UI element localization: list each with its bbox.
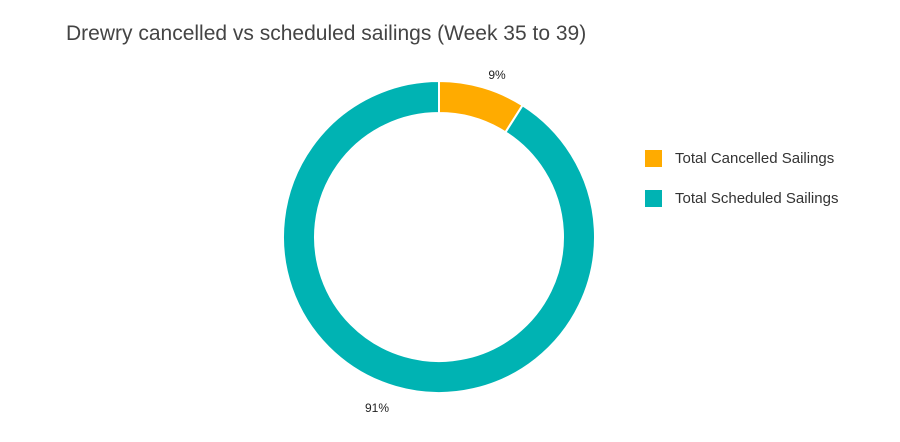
legend-swatch-scheduled [645,189,662,207]
chart-title: Drewry cancelled vs scheduled sailings (… [66,22,587,45]
legend-label-scheduled: Total Scheduled Sailings [675,189,839,207]
donut-slice-scheduled[interactable] [282,79,596,394]
legend-item-cancelled[interactable]: Total Cancelled Sailings [645,148,838,168]
slice-label-scheduled: 91% [365,401,389,415]
legend-item-scheduled[interactable]: Total Scheduled Sailings [645,188,838,208]
legend-label-cancelled: Total Cancelled Sailings [675,149,835,167]
legend: Total Cancelled Sailings Total Scheduled… [645,148,838,228]
legend-swatch-cancelled [645,149,662,167]
slice-label-cancelled: 9% [488,68,506,82]
